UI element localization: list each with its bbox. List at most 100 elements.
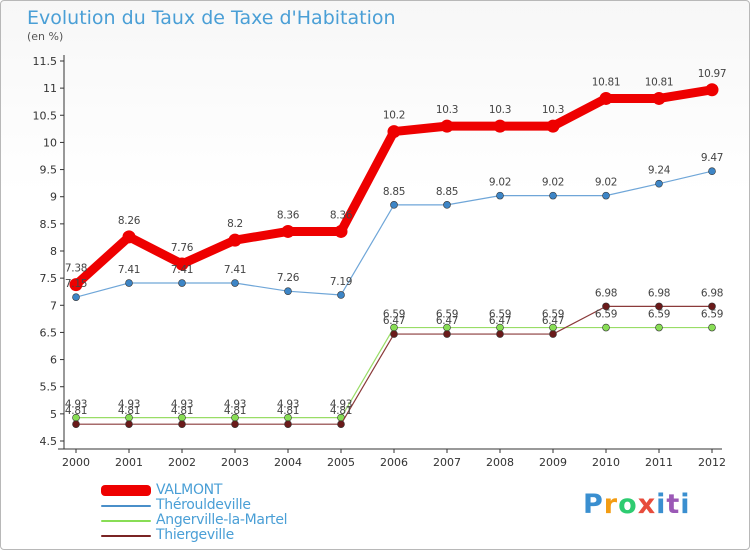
x-tick-label: 2012 [698,456,726,469]
data-label-therouldeville: 7.19 [330,276,352,288]
data-label-valmont: 10.3 [489,104,511,116]
proxiti-logo: Proxiti [583,489,691,520]
data-point-angerville [602,323,610,332]
data-label-valmont: 8.36 [330,209,353,221]
data-label-thiergeville: 6.98 [701,287,723,299]
data-point-valmont [546,119,560,133]
data-point-valmont [281,224,295,238]
data-label-therouldeville: 7.15 [65,278,87,290]
data-point-therouldeville [72,293,80,301]
data-point-therouldeville [390,201,398,209]
x-tick-label: 2007 [433,456,461,469]
data-label-thiergeville: 4.81 [118,405,140,417]
x-tick-label: 2005 [327,456,355,469]
legend-label-therouldeville: Thérouldeville [156,497,251,513]
data-point-thiergeville [390,330,398,338]
data-label-angerville: 6.59 [489,309,511,321]
data-label-valmont: 7.76 [171,242,194,254]
y-tick-label: 11.5 [33,55,58,68]
data-point-valmont [228,233,242,247]
x-tick-label: 2008 [486,456,514,469]
y-tick-label: 8 [50,245,57,258]
data-label-valmont: 10.97 [698,68,727,80]
data-label-thiergeville: 4.81 [171,405,193,417]
data-label-thiergeville: 6.98 [648,287,670,299]
data-label-therouldeville: 9.02 [595,177,617,189]
x-tick-label: 2010 [592,456,620,469]
data-point-valmont [493,119,507,133]
y-tick-label: 5.5 [40,381,58,394]
y-tick-label: 6 [50,354,57,367]
data-point-thiergeville [549,330,557,338]
data-label-valmont: 8.2 [227,218,243,230]
data-label-therouldeville: 8.85 [436,186,458,198]
data-point-valmont [440,119,454,133]
data-label-therouldeville: 7.41 [224,264,246,276]
data-point-valmont [387,125,401,139]
data-label-thiergeville: 4.81 [224,405,246,417]
x-tick-label: 2002 [168,456,196,469]
chart-unit-label: (en %) [27,30,64,43]
y-tick-label: 10 [43,136,57,149]
legend-label-angerville: Angerville-la-Martel [156,512,288,528]
data-label-therouldeville: 7.41 [171,264,193,276]
data-label-valmont: 7.38 [65,263,87,275]
data-label-thiergeville: 4.81 [330,405,352,417]
data-point-therouldeville [655,179,663,188]
data-label-valmont: 10.3 [542,104,564,116]
data-label-therouldeville: 7.26 [277,272,300,284]
x-tick-label: 2001 [115,456,143,469]
data-label-valmont: 8.36 [277,209,300,221]
data-label-angerville: 4.93 [224,399,246,411]
data-label-valmont: 10.81 [592,76,621,88]
chart-title: Evolution du Taux de Taxe d'Habitation [27,7,396,29]
data-label-thiergeville: 6.47 [542,315,564,327]
y-tick-label: 10.5 [33,109,58,122]
y-tick-label: 9.5 [40,164,58,177]
data-label-angerville: 4.93 [330,399,352,411]
data-label-valmont: 8.26 [118,215,141,227]
data-point-angerville [655,323,663,332]
data-label-therouldeville: 9.24 [648,165,671,177]
data-point-angerville [708,323,716,332]
y-tick-label: 4.5 [40,435,58,448]
legend-swatch-angerville [101,520,151,522]
data-label-angerville: 4.93 [171,399,193,411]
data-label-angerville: 4.93 [65,399,87,411]
data-point-therouldeville [549,191,557,200]
data-label-angerville: 6.59 [542,309,564,321]
legend-label-valmont: VALMONT [156,482,223,498]
data-point-thiergeville [178,420,186,428]
x-tick-label: 2009 [539,456,567,469]
data-point-therouldeville [496,191,504,200]
data-point-thiergeville [708,302,716,311]
data-point-therouldeville [337,291,345,299]
data-point-therouldeville [178,279,186,287]
data-label-angerville: 6.59 [383,309,405,321]
data-point-thiergeville [496,330,504,338]
y-tick-label: 6.5 [40,326,58,339]
y-tick-label: 5 [50,408,57,421]
data-point-valmont [599,91,613,105]
data-label-therouldeville: 7.41 [118,264,140,276]
data-point-valmont [652,91,666,105]
data-label-valmont: 10.81 [645,76,674,88]
data-label-angerville: 4.93 [277,399,299,411]
data-label-therouldeville: 8.85 [383,186,405,198]
data-point-therouldeville [231,279,239,287]
data-label-angerville: 6.59 [436,309,458,321]
data-point-thiergeville [72,420,80,428]
legend-swatch-valmont [101,485,151,496]
data-point-therouldeville [443,201,451,209]
data-label-thiergeville: 6.47 [383,315,405,327]
data-point-therouldeville [125,279,133,287]
data-label-angerville: 4.93 [118,399,140,411]
data-label-thiergeville: 4.81 [277,405,299,417]
data-point-valmont [705,83,719,97]
data-label-thiergeville: 4.81 [65,405,87,417]
data-label-therouldeville: 9.02 [542,177,564,189]
x-tick-label: 2000 [62,456,90,469]
data-label-angerville: 6.59 [701,309,723,321]
